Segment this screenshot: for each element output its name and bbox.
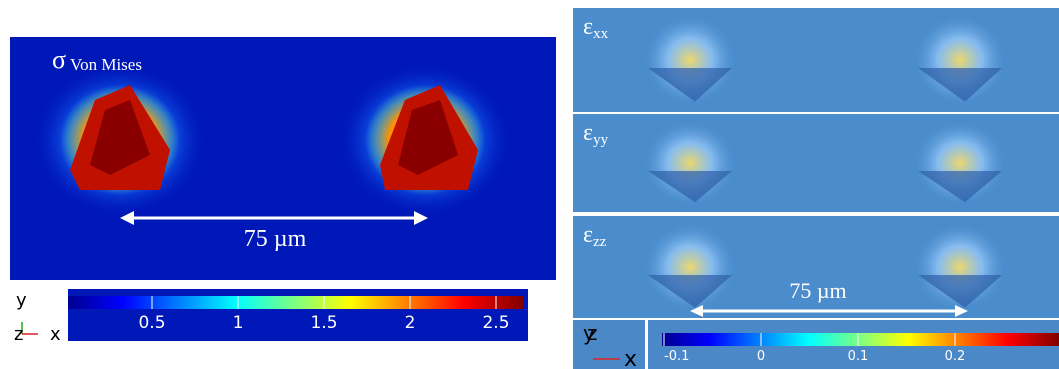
scale-bar [120,211,428,225]
strain-symbol: ε [583,120,593,146]
stress-symbol: σ [52,45,66,74]
colorbar-tick-label: -0.1 [664,349,689,364]
axis-label: y [16,290,27,311]
strain-subscript: yy [593,132,609,148]
strain-subscript: xx [593,26,609,42]
strain-label: εyy [583,120,609,148]
stress-grain [35,65,205,215]
colorbar-tick-label: 1 [233,313,244,333]
strain-label: εzz [583,222,607,250]
strain-grain-base [648,68,732,102]
colorbar [662,333,1059,346]
strain-grain-base [918,275,1002,308]
stress-label: Von Mises [70,55,142,74]
strain-symbol: ε [583,222,593,248]
axis-box [573,320,645,369]
strain-grain-base [918,171,1002,203]
stress-grain [340,65,510,215]
strain-subscript: zz [593,234,607,250]
strain-grain-base [648,275,732,308]
scale-bar-label: 75 µm [244,226,307,252]
colorbar-tick-label: 2.5 [482,313,509,333]
strain-grain-base [648,171,732,203]
scale-bar [690,305,968,317]
colorbar-tick-label: 0.2 [945,349,966,364]
strain-grain-base [918,68,1002,102]
colorbar-tick-label: 0 [757,349,765,364]
axis-label: x [624,347,637,369]
axis-label: y [583,321,595,345]
colorbar-tick-label: 0.5 [138,313,165,333]
colorbar-tick-label: 0.1 [848,349,869,364]
axis-label: z [14,324,23,345]
axis-label: z [587,321,598,345]
colorbar-tick-label: 2 [405,313,416,333]
strain-label: εxx [583,14,609,42]
colorbar [68,296,523,309]
axis-triad [21,322,38,335]
strain-symbol: ε [583,14,593,40]
colorbar-tick-label: 1.5 [310,313,337,333]
axis-label: x [50,324,61,345]
scale-bar-label: 75 µm [789,278,846,303]
